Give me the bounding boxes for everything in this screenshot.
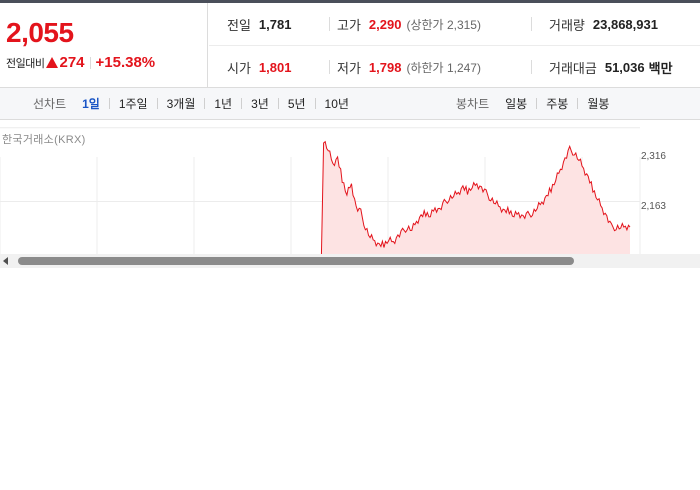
tab-divider (241, 98, 243, 109)
tab-1y[interactable]: 1년 (214, 97, 233, 111)
tab-1d[interactable]: 1일 (82, 97, 100, 111)
tab-monthly[interactable]: 월봉 (587, 97, 610, 111)
prev-close-value: 1,781 (258, 16, 292, 32)
line-chart-title: 선차트 (33, 97, 67, 111)
low-label: 저가 (337, 60, 361, 76)
line-chart-tabs: 선차트 1일 1주일 3개월 1년 3년 5년 10년 (33, 88, 351, 119)
volume-label: 거래량 (549, 17, 585, 33)
stats-row-1: 전일 1,781 고가 2,290 (상한가 2,315) 거래량 23,868… (209, 3, 700, 46)
tab-divider (314, 98, 316, 109)
upper-limit: (상한가 2,315) (406, 16, 481, 33)
volume-value: 23,868,931 (592, 16, 658, 32)
divider (531, 17, 532, 31)
lower-limit-value: 1,247) (446, 60, 481, 75)
tab-divider (277, 98, 279, 109)
tab-divider (108, 98, 110, 109)
trade-value-label: 거래대금 (549, 60, 597, 76)
volume: 거래량 23,868,931 (549, 3, 658, 45)
prev-close: 전일 1,781 (227, 3, 291, 45)
candle-chart-title: 봉차트 (456, 97, 490, 111)
price-chart: 한국거래소(KRX) 2,316 2,163 (0, 121, 700, 256)
current-price: 2,055 (6, 17, 74, 48)
tab-weekly[interactable]: 주봉 (546, 97, 569, 111)
tab-divider (536, 98, 538, 109)
tab-divider (577, 98, 579, 109)
tab-3m[interactable]: 3개월 (166, 97, 196, 111)
tab-divider (204, 98, 206, 109)
horizontal-scrollbar[interactable] (0, 254, 700, 268)
divider (531, 60, 532, 74)
chart-svg (0, 127, 641, 256)
quote-summary: 2,055 전일대비 274 +15.38% 전일 1,781 고가 2,290… (0, 3, 700, 88)
low-value: 1,798 (368, 59, 402, 75)
tab-10y[interactable]: 10년 (324, 97, 349, 111)
tab-divider (156, 98, 158, 109)
stats-row-2: 시가 1,801 저가 1,798 (하한가 1,247) 거래대금 51,03… (209, 46, 700, 88)
change-amount: 274 (59, 54, 85, 71)
y-tick-label: 2,316 (640, 151, 666, 162)
open-value: 1,801 (258, 59, 292, 75)
tab-daily[interactable]: 일봉 (505, 97, 528, 111)
chart-tab-bar: 선차트 1일 1주일 3개월 1년 3년 5년 10년 봉차트 일봉 주봉 월봉 (0, 88, 700, 120)
low-price: 저가 1,798 (하한가 1,247) (337, 46, 481, 88)
top-accent-bar (0, 0, 700, 3)
high-label: 고가 (337, 17, 361, 33)
tab-1w[interactable]: 1주일 (118, 97, 148, 111)
prev-close-label: 전일 (227, 17, 251, 33)
change-rate: +15.38% (95, 54, 156, 71)
open-price: 시가 1,801 (227, 46, 291, 88)
trade-value-unit: 백만 (648, 60, 673, 76)
high-price: 고가 2,290 (상한가 2,315) (337, 3, 481, 45)
trade-value: 거래대금 51,036 백만 (549, 46, 673, 88)
scroll-left-icon[interactable] (3, 257, 8, 265)
scroll-thumb[interactable] (18, 257, 574, 265)
upper-limit-label: (상한가 (406, 17, 444, 32)
divider (329, 60, 330, 74)
lower-limit: (하한가 1,247) (406, 59, 481, 76)
price-area (319, 141, 630, 256)
y-tick-label: 2,163 (640, 201, 666, 212)
change-label: 전일대비 (6, 57, 45, 70)
trade-value-amount: 51,036 (604, 59, 645, 75)
change-row: 전일대비 274 +15.38% (6, 54, 155, 71)
candle-chart-tabs: 봉차트 일봉 주봉 월봉 (456, 88, 611, 119)
tab-3y[interactable]: 3년 (251, 97, 269, 111)
data-source: 한국거래소(KRX) (2, 134, 86, 146)
tab-5y[interactable]: 5년 (287, 97, 306, 111)
upper-limit-value: 2,315) (446, 17, 481, 32)
divider (89, 56, 91, 69)
divider (329, 17, 330, 31)
up-arrow-icon (46, 57, 59, 68)
open-label: 시가 (227, 60, 251, 76)
price-line (320, 140, 631, 256)
high-value: 2,290 (368, 16, 402, 32)
current-price-box: 2,055 전일대비 274 +15.38% (0, 3, 208, 88)
lower-limit-label: (하한가 (406, 60, 444, 75)
